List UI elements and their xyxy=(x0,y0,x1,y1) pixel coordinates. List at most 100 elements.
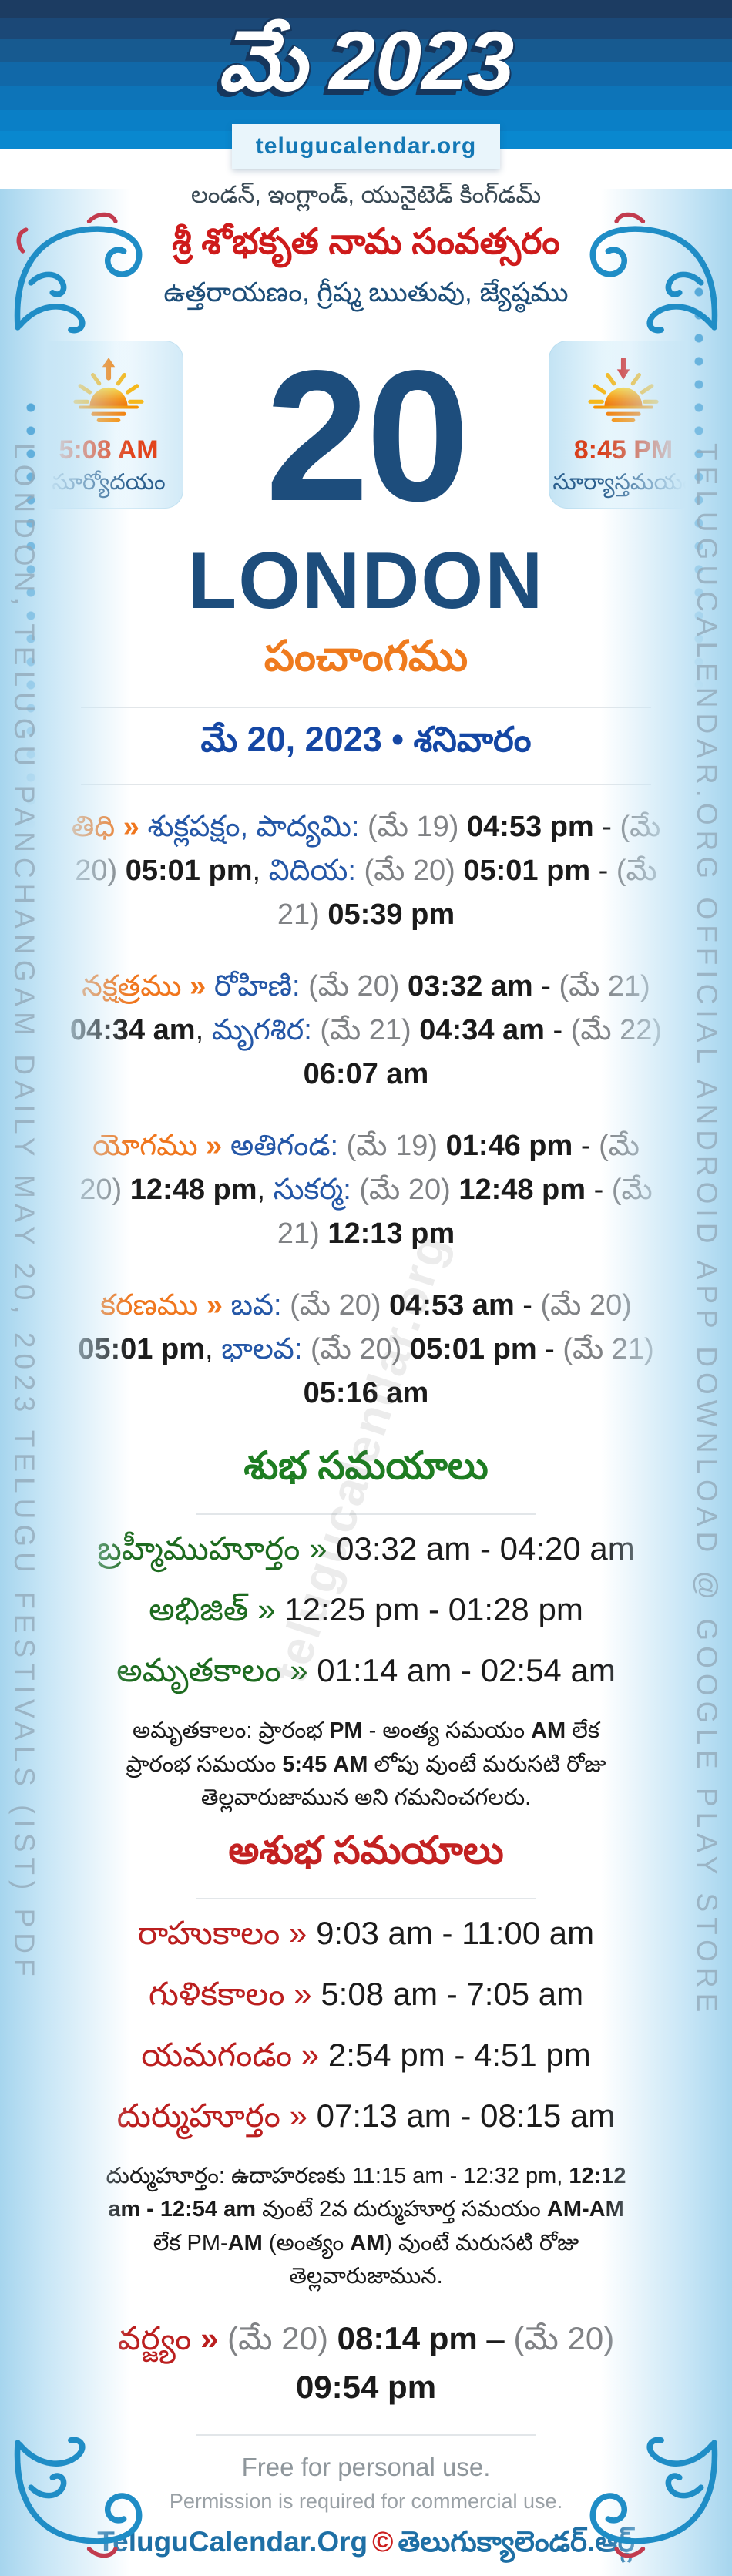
time-row: అమృతకాలం » 01:14 am - 02:54 am xyxy=(0,1652,732,1698)
text-segment: » xyxy=(197,1130,230,1163)
time-row-label: అభిజిత్ xyxy=(149,1591,249,1628)
text-segment: 09:54 pm xyxy=(295,2368,437,2405)
shubha-section: శుభ సమయాలు బ్రహ్మీముహూర్తం » 03:32 am - … xyxy=(0,1443,732,1815)
copyright-line: TeluguCalendar.Org © తెలుగుక్యాలెండర్.ఆర్గ… xyxy=(0,2526,732,2565)
site-link[interactable]: telugucalendar.org xyxy=(232,124,500,169)
text-segment: - xyxy=(544,1014,571,1047)
time-row-label: దుర్ముహూర్తం xyxy=(116,2097,280,2134)
month-year-title: మే 2023 xyxy=(217,14,515,107)
text-segment: , xyxy=(252,855,269,888)
site-name-en[interactable]: TeluguCalendar.Org xyxy=(97,2525,368,2558)
text-segment: బవ: xyxy=(230,1289,282,1322)
text-segment: తిధి xyxy=(71,811,116,844)
text-segment: - xyxy=(532,970,559,1003)
text-segment: 05:16 am xyxy=(303,1377,429,1410)
text-segment: (మే 21) xyxy=(562,1333,654,1366)
divider xyxy=(81,707,651,709)
time-row: యమగండం » 2:54 pm - 4:51 pm xyxy=(0,2037,732,2082)
text-segment: - అంత్య సమయం xyxy=(362,1718,532,1744)
text-segment xyxy=(351,1174,360,1206)
top-banner: మే 2023 xyxy=(0,0,732,149)
time-row-value: 01:14 am - 02:54 am xyxy=(317,1652,616,1689)
text-segment: 04:34 am xyxy=(69,1014,196,1047)
divider xyxy=(196,1897,536,1899)
arrow-separator: » xyxy=(280,1914,317,1951)
text-segment: , xyxy=(205,1333,222,1366)
text-segment: 06:07 am xyxy=(303,1058,429,1091)
text-segment: కరణము xyxy=(100,1289,199,1322)
text-segment: 04:34 am xyxy=(419,1014,545,1047)
text-segment: 01:46 pm xyxy=(445,1130,573,1163)
sunset-time: 8:45 PM xyxy=(573,435,673,465)
text-segment: - xyxy=(586,1174,612,1207)
text-segment: యోగము xyxy=(92,1130,198,1163)
text-segment: 12:13 pm xyxy=(327,1217,455,1251)
text-segment: 05:01 pm xyxy=(463,855,591,888)
sunset-label: సూర్యాస్తమయం xyxy=(552,470,694,495)
text-segment: 12:48 pm xyxy=(458,1174,586,1207)
time-row-label: రాహుకాలం xyxy=(137,1914,280,1951)
text-segment: (అంత్యం xyxy=(262,2230,351,2255)
shubha-rows: బ్రహ్మీముహూర్తం » 03:32 am - 04:20 am అభి… xyxy=(0,1530,732,1698)
panchangam-label: పంచాంగము xyxy=(264,632,468,680)
text-segment xyxy=(302,1333,311,1365)
ashubha-heading: అశుభ సమయాలు xyxy=(228,1828,504,1872)
day-number: 20 xyxy=(265,332,469,540)
divider xyxy=(196,2433,536,2436)
text-segment: 05:01 pm xyxy=(409,1333,537,1366)
text-segment: లేక ప్రారంభ సమయం xyxy=(126,1718,599,1777)
telugu-year-line: శ్రీ శోభకృత నామ సంవత్సరం xyxy=(172,221,560,261)
ashubha-rows: రాహుకాలం » 9:03 am - 11:00 am గుళికకాలం »… xyxy=(0,1915,732,2143)
time-row-value: 03:32 am - 04:20 am xyxy=(336,1530,635,1567)
text-segment: , xyxy=(257,1174,274,1207)
text-segment: (మే 21) xyxy=(320,1014,420,1047)
text-segment: (మే 20) xyxy=(310,1333,410,1366)
text-segment: (మే 20) xyxy=(290,1289,390,1322)
text-segment: (మే 19) xyxy=(368,811,467,844)
text-segment: (మే 19) xyxy=(346,1130,446,1163)
panchangam-row: తిధి » శుక్లపక్షం, పాద్యమి: (మే 19) 04:5… xyxy=(69,805,663,937)
arrow-separator: » xyxy=(248,1591,285,1628)
time-row-value: 12:25 pm - 01:28 pm xyxy=(284,1591,583,1628)
text-segment: (మే 22) xyxy=(570,1014,663,1047)
time-row-label: బ్రహ్మీముహూర్తం xyxy=(97,1530,301,1567)
text-segment: మృగశిర: xyxy=(211,1014,312,1047)
text-segment: - xyxy=(573,1130,599,1163)
sun-row: 5:08 AM సూర్యోదయం 20 xyxy=(0,341,732,529)
arrow-separator: » xyxy=(280,2097,317,2134)
text-segment: » xyxy=(191,2319,228,2356)
text-segment: దుర్ముహూర్తం: ఉదాహరణకు 11:15 am - 12:32 … xyxy=(106,2163,569,2188)
arrow-separator: » xyxy=(292,2036,328,2073)
text-segment xyxy=(312,1014,321,1046)
text-segment: సుకర్మ: xyxy=(273,1174,351,1207)
text-segment xyxy=(338,1130,347,1162)
text-segment: – xyxy=(477,2319,514,2356)
text-segment xyxy=(359,811,368,843)
arrow-separator: » xyxy=(284,1975,321,2012)
ayana-season-line: ఉత్తరాయణం, గ్రీష్మ ఋతువు, జ్యేష్ఠము xyxy=(163,277,569,307)
text-segment: నక్షత్రము xyxy=(82,970,182,1003)
text-segment: - xyxy=(593,811,620,844)
arrow-separator: » xyxy=(300,1530,337,1567)
text-segment: » xyxy=(181,970,214,1003)
location-line: లండన్, ఇంగ్లాండ్, యునైటెడ్ కింగ్‌డమ్ xyxy=(190,181,542,208)
text-segment: AM xyxy=(227,2230,263,2255)
text-segment: భాలవ: xyxy=(221,1333,303,1366)
text-segment: (మే 21) xyxy=(559,970,650,1003)
text-segment: » xyxy=(198,1289,231,1322)
permission-line: Permission is required for commercial us… xyxy=(169,2489,563,2513)
text-segment: - xyxy=(536,1333,563,1366)
time-row-label: అమృతకాలం xyxy=(116,1652,281,1689)
city-name: LONDON xyxy=(187,536,545,626)
text-segment: లోపు వుంటే మరుసటి రోజు తెల్లవారుజామున అన… xyxy=(200,1751,606,1811)
text-segment: AM-AM xyxy=(546,2197,624,2222)
site-name-te[interactable]: తెలుగుక్యాలెండర్.ఆర్గ్ xyxy=(398,2525,635,2558)
sunrise-icon xyxy=(73,358,144,422)
text-segment: (మే 20) xyxy=(359,1174,459,1207)
sunrise-card: 5:08 AM సూర్యోదయం xyxy=(34,341,183,509)
varjyam-row: వర్జ్యం » (మే 20) 08:14 pm – (మే 20) 09:… xyxy=(89,2314,643,2411)
time-row-label: గుళికకాలం xyxy=(148,1975,285,2012)
text-segment: అమృతకాలం: ప్రారంభ xyxy=(133,1718,330,1744)
time-row-value: 5:08 am - 7:05 am xyxy=(321,1975,584,2012)
text-segment: (మే 20) xyxy=(364,855,464,888)
